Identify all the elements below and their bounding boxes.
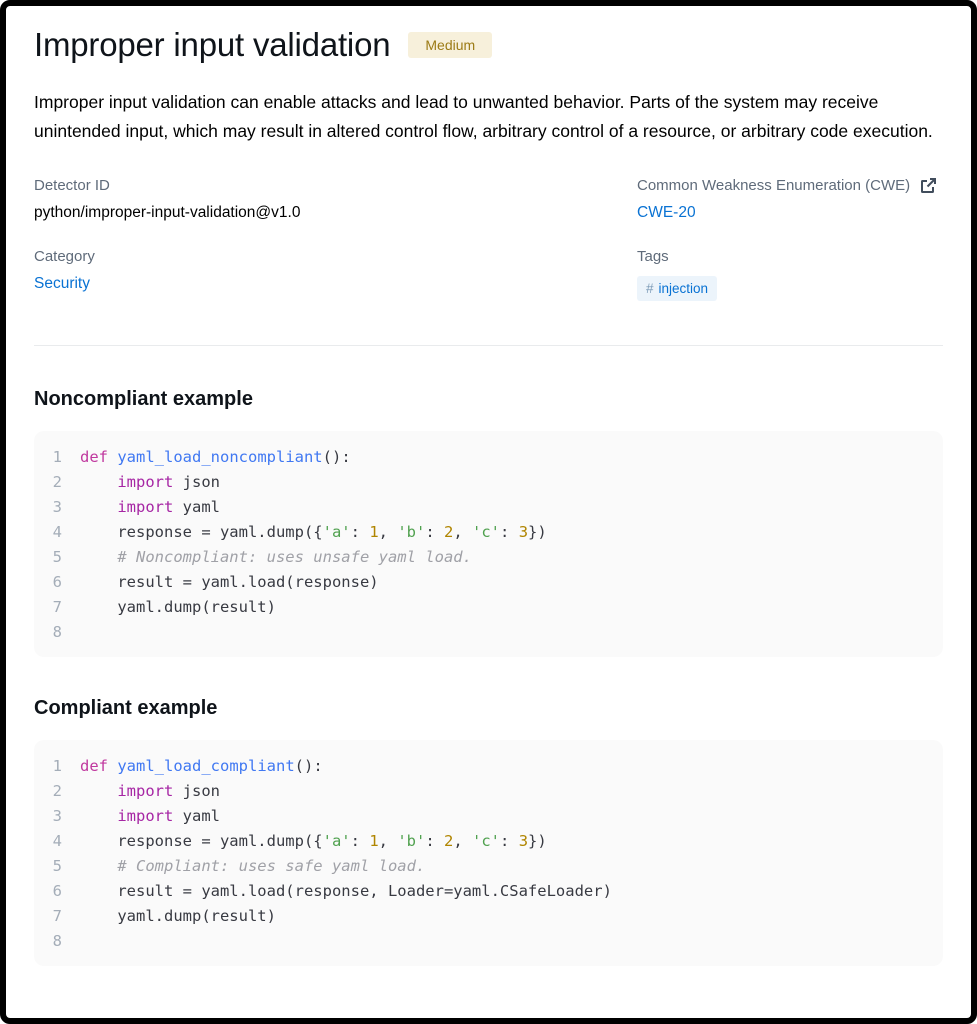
line-number: 7 — [52, 907, 62, 925]
noncompliant-example-section: Noncompliant example 1 def yaml_load_nonc… — [34, 388, 943, 657]
compliant-code-block: 1 def yaml_load_compliant(): 2 import json… — [34, 740, 943, 966]
line-number: 4 — [52, 832, 62, 850]
detector-id-field: Detector ID python/improper-input-valida… — [34, 176, 637, 223]
code-line: 2 import json — [34, 470, 927, 495]
code-line: 2 import json — [34, 779, 927, 804]
page-content: Improper input validation Medium Imprope… — [6, 6, 971, 986]
compliant-example-section: Compliant example 1 def yaml_load_complia… — [34, 697, 943, 966]
noncompliant-code-block: 1 def yaml_load_noncompliant(): 2 import j… — [34, 431, 943, 657]
code-line: 7 yaml.dump(result) — [34, 904, 927, 929]
code-line: 4 response = yaml.dump({'a': 1, 'b': 2, … — [34, 520, 927, 545]
code-line: 8 — [34, 929, 927, 954]
code-line: 3 import yaml — [34, 495, 927, 520]
severity-badge: Medium — [408, 32, 493, 58]
noncompliant-example-heading: Noncompliant example — [34, 388, 253, 410]
cwe-field: Common Weakness Enumeration (CWE) CWE-20 — [637, 176, 943, 223]
line-number: 5 — [52, 548, 62, 566]
line-number: 1 — [52, 448, 62, 466]
line-number: 3 — [52, 498, 62, 516]
code-line: 8 — [34, 620, 927, 645]
compliant-example-heading: Compliant example — [34, 697, 218, 719]
code-line: 3 import yaml — [34, 804, 927, 829]
page-header: Improper input validation Medium — [34, 26, 943, 64]
line-number: 7 — [52, 598, 62, 616]
category-label: Category — [34, 248, 95, 265]
detector-description: Improper input validation can enable att… — [34, 92, 933, 141]
code-line: 1 def yaml_load_compliant(): — [34, 754, 927, 779]
code-line: 6 result = yaml.load(response) — [34, 570, 927, 595]
category-link[interactable]: Security — [34, 275, 90, 292]
line-number: 2 — [52, 473, 62, 491]
line-number: 6 — [52, 882, 62, 900]
code-line: 6 result = yaml.load(response, Loader=ya… — [34, 879, 927, 904]
cwe-link[interactable]: CWE-20 — [637, 204, 696, 221]
line-number: 8 — [52, 932, 62, 950]
line-number: 6 — [52, 573, 62, 591]
detector-id-label: Detector ID — [34, 177, 110, 194]
code-line: 5 # Compliant: uses safe yaml load. — [34, 854, 927, 879]
section-divider — [34, 345, 943, 346]
line-number: 8 — [52, 623, 62, 641]
metadata-grid: Detector ID python/improper-input-valida… — [34, 176, 943, 301]
page-title: Improper input validation — [34, 26, 391, 63]
code-line: 1 def yaml_load_noncompliant(): — [34, 445, 927, 470]
external-link-icon[interactable] — [920, 178, 937, 194]
line-number: 4 — [52, 523, 62, 541]
tag-label: injection — [658, 281, 709, 296]
code-line: 4 response = yaml.dump({'a': 1, 'b': 2, … — [34, 829, 927, 854]
tags-field: Tags # injection — [637, 247, 943, 301]
tag-hash-symbol: # — [646, 281, 654, 296]
detector-id-value: python/improper-input-validation@v1.0 — [34, 204, 301, 221]
tag-injection[interactable]: # injection — [637, 276, 718, 301]
code-line: 7 yaml.dump(result) — [34, 595, 927, 620]
line-number: 2 — [52, 782, 62, 800]
line-number: 3 — [52, 807, 62, 825]
line-number: 1 — [52, 757, 62, 775]
tags-label: Tags — [637, 248, 669, 265]
cwe-label: Common Weakness Enumeration (CWE) — [637, 177, 911, 194]
line-number: 5 — [52, 857, 62, 875]
category-field: Category Security — [34, 247, 637, 301]
code-line: 5 # Noncompliant: uses unsafe yaml load. — [34, 545, 927, 570]
